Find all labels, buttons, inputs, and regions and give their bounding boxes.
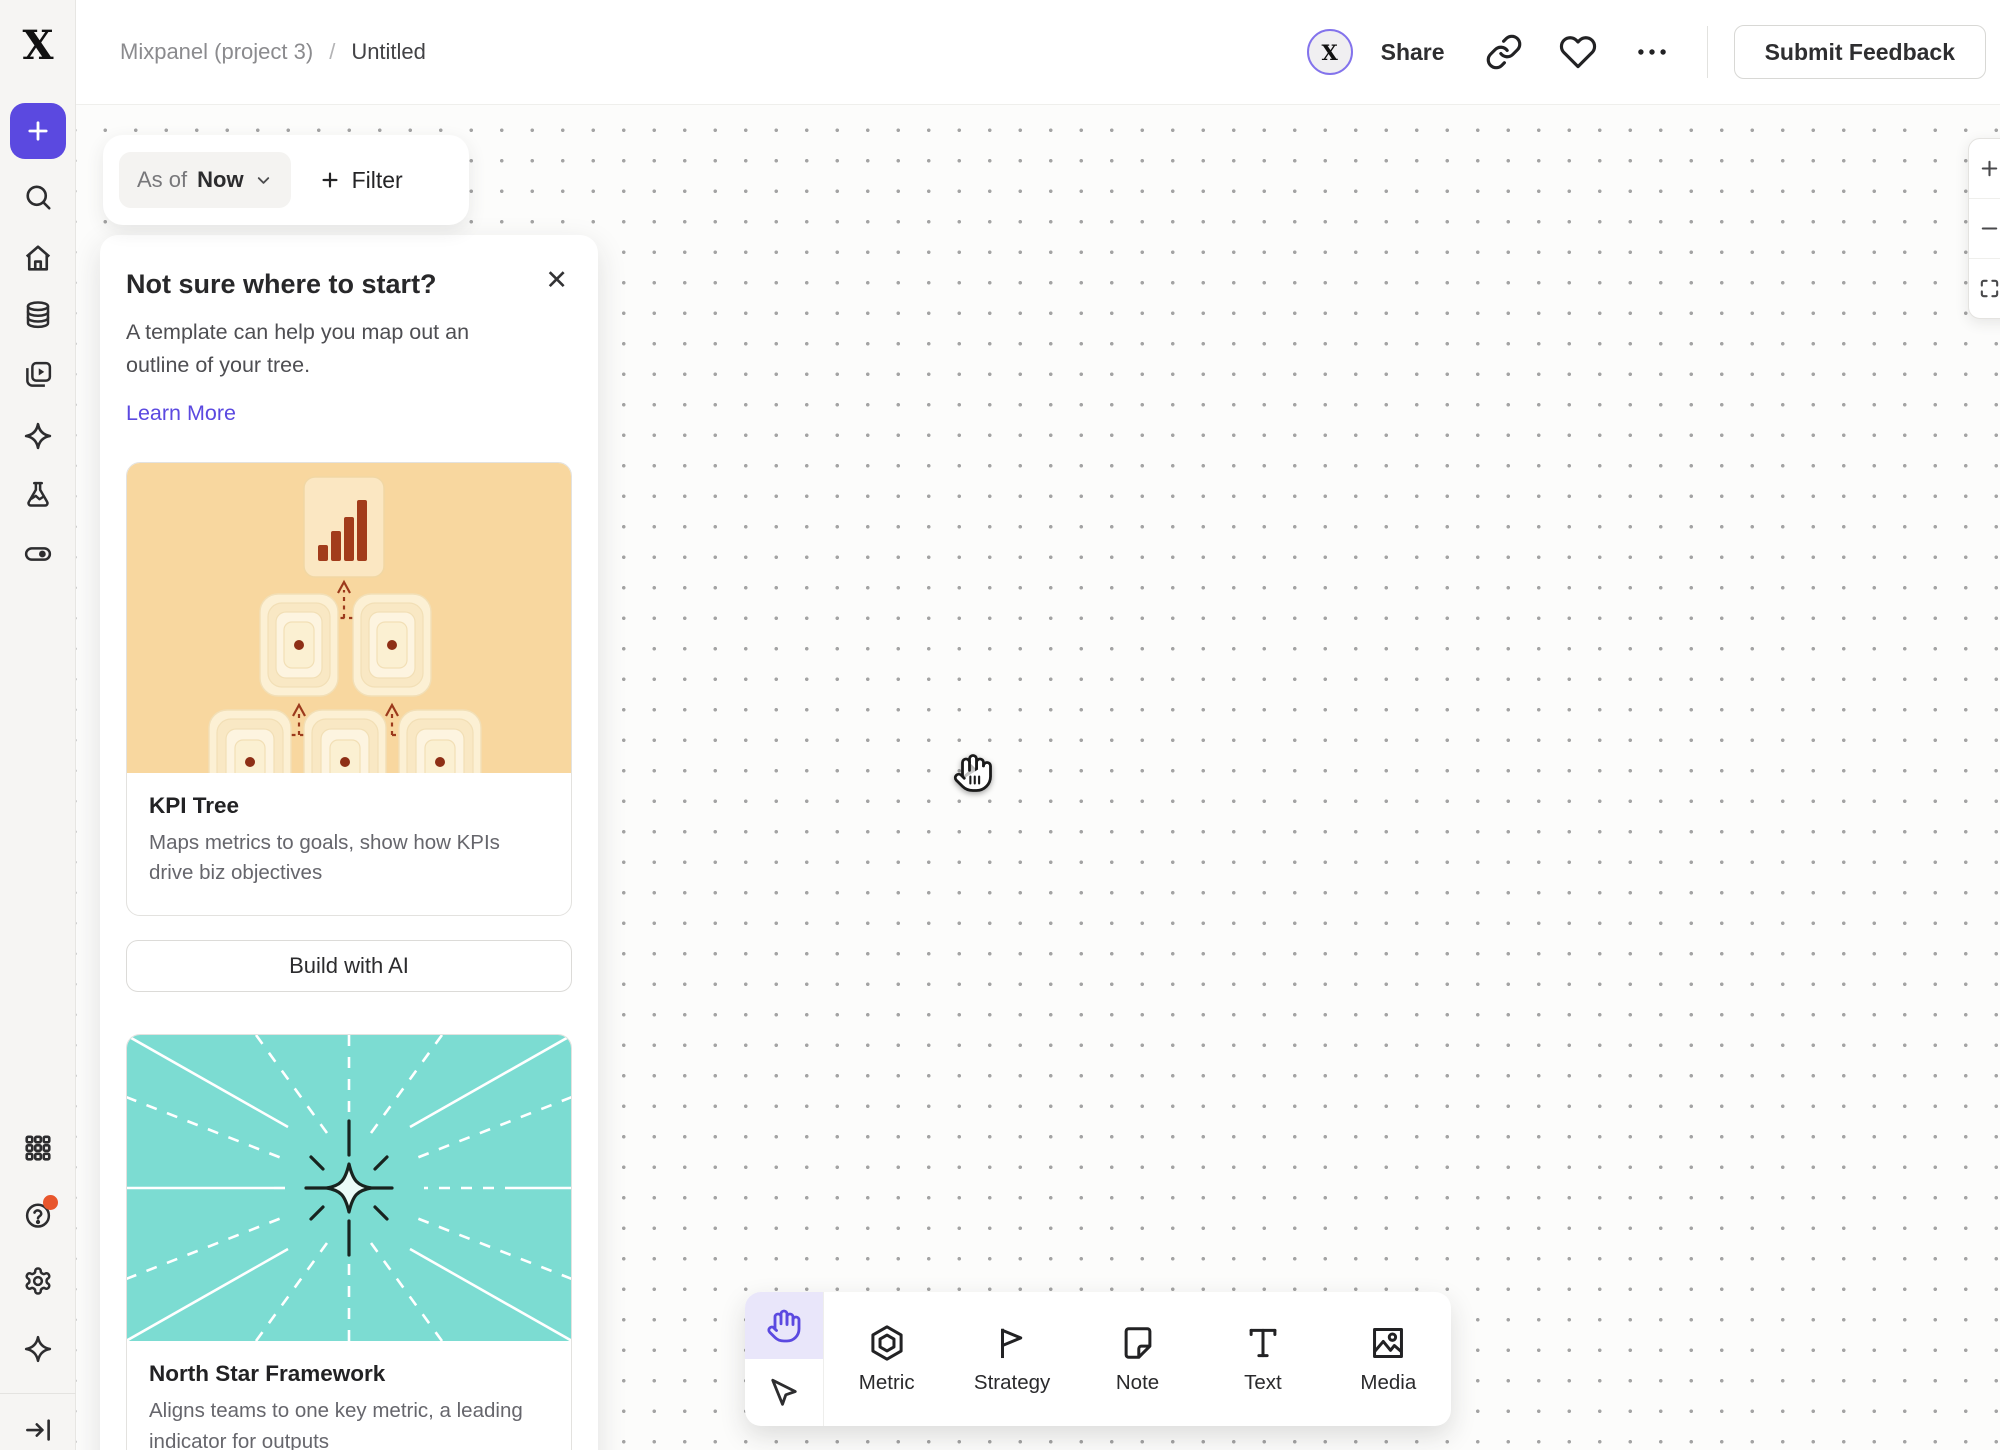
close-icon[interactable]: ✕ [545, 265, 568, 295]
sparkles-icon[interactable] [23, 421, 53, 451]
pointer-tools-column [745, 1292, 824, 1426]
as-of-label: As of [137, 167, 188, 192]
favorite-heart-icon[interactable] [1559, 33, 1597, 71]
breadcrumb-separator: / [329, 39, 336, 64]
as-of-dropdown[interactable]: As of Now [119, 152, 291, 208]
breadcrumb-page-title[interactable]: Untitled [351, 39, 426, 64]
tool-label: Strategy [973, 1370, 1051, 1394]
build-with-ai-button[interactable]: Build with AI [126, 940, 572, 993]
cursor-arrow-icon [771, 1378, 797, 1406]
panel-title: Not sure where to start? [126, 269, 437, 299]
hand-tool-button[interactable] [745, 1292, 823, 1359]
as-of-value: Now [197, 167, 244, 192]
tool-label: Note [1115, 1370, 1160, 1394]
filter-label: Filter [351, 166, 403, 193]
note-tool-button[interactable]: Note [1075, 1292, 1200, 1426]
template-description: Aligns teams to one key metric, a leadin… [149, 1399, 523, 1450]
tool-label: Text [1244, 1370, 1282, 1394]
strategy-tool-button[interactable]: Strategy [949, 1292, 1074, 1426]
hand-cursor [953, 754, 992, 792]
media-image-icon [1373, 1327, 1404, 1358]
plus-icon [322, 172, 338, 188]
chevron-down-icon [254, 171, 273, 190]
breadcrumb-project[interactable]: Mixpanel (project 3) [120, 39, 314, 64]
flag-icon [1001, 1328, 1023, 1358]
avatar[interactable]: X [1306, 29, 1353, 75]
help-icon[interactable] [23, 1195, 58, 1230]
tool-label: Metric [858, 1370, 915, 1394]
zoom-controls [1968, 138, 2000, 319]
ai-sparkle-icon[interactable] [23, 1334, 53, 1364]
experiments-flask-icon[interactable] [23, 480, 53, 510]
plus-icon [1981, 160, 1998, 177]
kpi-tree-illustration [127, 462, 571, 773]
media-tool-button[interactable]: Media [1326, 1292, 1451, 1426]
zoom-out-button[interactable] [1969, 198, 2000, 258]
boards-icon[interactable] [23, 360, 53, 390]
apps-grid-icon[interactable] [23, 1133, 53, 1163]
hexagon-metric-icon [871, 1324, 903, 1361]
sidebar-divider [0, 1393, 76, 1394]
search-icon[interactable] [23, 182, 53, 212]
create-button[interactable] [10, 103, 66, 159]
add-filter-button[interactable]: Filter [319, 167, 403, 194]
starter-templates-panel: Not sure where to start? ✕ A template ca… [100, 235, 598, 1450]
toggle-icon[interactable] [23, 539, 53, 569]
notification-dot [43, 1195, 58, 1210]
copy-link-icon[interactable] [1485, 33, 1523, 71]
tool-label: Media [1360, 1370, 1417, 1394]
template-description: Maps metrics to goals, show how KPIs dri… [149, 830, 500, 885]
template-name: North Star Framework [149, 1361, 386, 1387]
north-star-illustration [127, 1035, 571, 1342]
left-sidebar: X [0, 0, 76, 1450]
text-icon [1249, 1328, 1277, 1357]
template-name: KPI Tree [149, 792, 240, 818]
collapse-sidebar-icon[interactable] [23, 1415, 53, 1445]
home-icon[interactable] [23, 243, 53, 273]
minus-icon [1981, 227, 1998, 230]
header-divider [1706, 26, 1708, 78]
note-icon [1124, 1326, 1151, 1359]
canvas-toolbar: Metric Strategy Note Text Media [745, 1292, 1451, 1426]
mixpanel-logo-icon[interactable]: X [22, 22, 54, 69]
metric-tool-button[interactable]: Metric [824, 1292, 949, 1426]
hand-icon [767, 1309, 801, 1342]
template-card-kpi-tree[interactable]: KPI Tree Maps metrics to goals, show how… [126, 461, 572, 917]
canvas-filter-bar: As of Now Filter [103, 135, 469, 225]
zoom-in-button[interactable] [1969, 139, 2000, 198]
settings-gear-icon[interactable] [23, 1266, 53, 1296]
fit-to-screen-button[interactable] [1969, 258, 2000, 318]
object-tools: Metric Strategy Note Text Media [824, 1292, 1451, 1426]
select-tool-button[interactable] [745, 1359, 823, 1426]
top-header: Mixpanel (project 3) / Untitled X Share … [76, 0, 2000, 105]
template-card-north-star[interactable]: North Star Framework Aligns teams to one… [126, 1034, 572, 1450]
text-tool-button[interactable]: Text [1200, 1292, 1325, 1426]
learn-more-link[interactable]: Learn More [126, 400, 236, 425]
data-icon[interactable] [23, 300, 53, 330]
panel-description: A template can help you map out an outli… [126, 320, 470, 378]
plus-icon [28, 121, 48, 141]
breadcrumb: Mixpanel (project 3) / Untitled [120, 39, 426, 65]
fullscreen-icon [1980, 279, 1999, 298]
share-button[interactable]: Share [1380, 38, 1445, 65]
submit-feedback-button[interactable]: Submit Feedback [1733, 25, 1986, 79]
more-options-icon[interactable] [1633, 33, 1671, 71]
